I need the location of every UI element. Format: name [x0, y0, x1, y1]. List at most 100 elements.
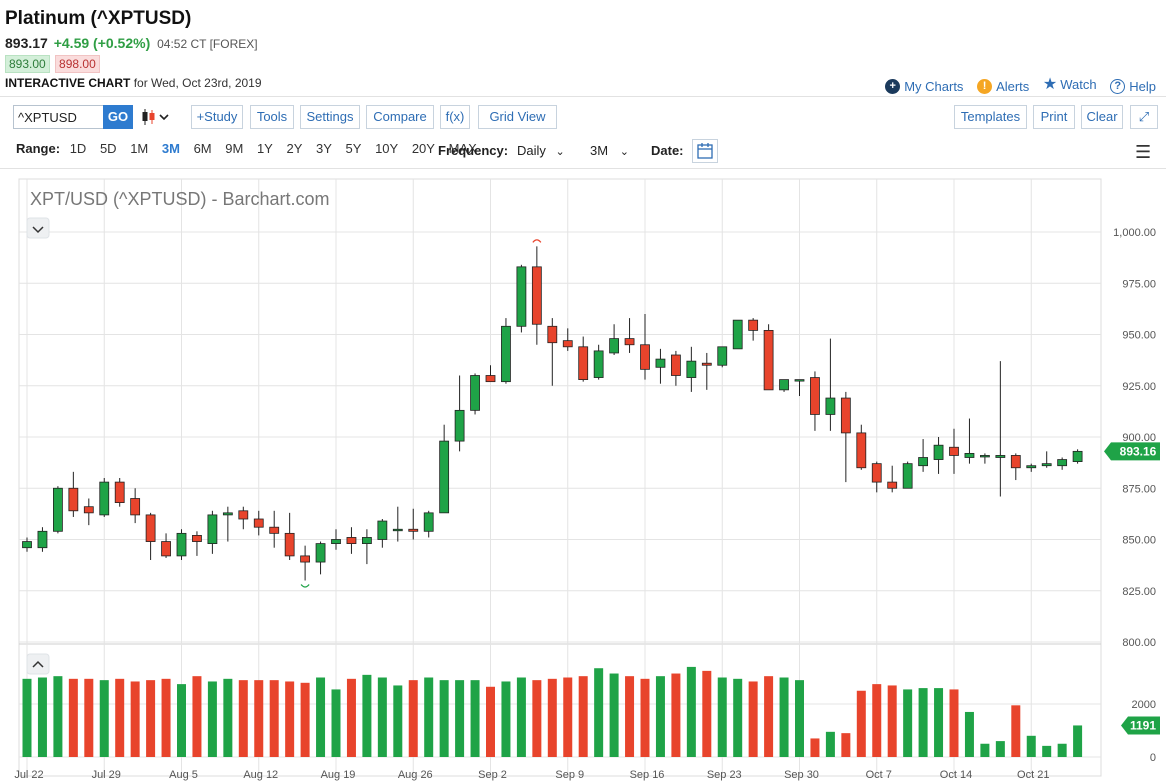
volume-bar[interactable]	[439, 680, 449, 757]
volume-bar[interactable]	[207, 681, 217, 757]
candle-body[interactable]	[454, 409, 465, 442]
candle-body[interactable]	[1010, 455, 1021, 469]
candle-body[interactable]	[53, 487, 63, 532]
candle-body[interactable]	[253, 518, 264, 528]
candle-body[interactable]	[748, 319, 759, 331]
volume-bar[interactable]	[346, 678, 356, 757]
volume-bar[interactable]	[1073, 725, 1083, 757]
candle-body[interactable]	[485, 375, 496, 383]
candle-body[interactable]	[346, 537, 357, 545]
volume-bar[interactable]	[640, 678, 650, 757]
volume-bar[interactable]	[377, 677, 387, 758]
volume-bar[interactable]	[825, 731, 835, 757]
help-link[interactable]: ? Help	[1110, 79, 1156, 94]
range-3y[interactable]: 3Y	[316, 141, 332, 156]
candle-body[interactable]	[269, 526, 280, 534]
candle-body[interactable]	[516, 266, 527, 327]
volume-bar[interactable]	[223, 678, 233, 757]
volume-bar[interactable]	[841, 733, 851, 757]
volume-bar[interactable]	[903, 689, 913, 757]
candle-body[interactable]	[408, 528, 419, 532]
candle-body[interactable]	[964, 452, 975, 458]
volume-bar[interactable]	[393, 685, 403, 757]
my-charts-link[interactable]: + My Charts	[885, 79, 963, 94]
candle-body[interactable]	[810, 377, 820, 415]
candle-body[interactable]	[624, 338, 635, 346]
volume-bar[interactable]	[84, 678, 94, 757]
candle-body[interactable]	[68, 487, 79, 512]
volume-bar[interactable]	[856, 690, 866, 757]
candle-body[interactable]	[593, 350, 604, 378]
candle-body[interactable]	[176, 532, 187, 557]
volume-bar[interactable]	[779, 677, 789, 758]
candle-body[interactable]	[145, 514, 156, 542]
volume-bar[interactable]	[934, 688, 944, 757]
candle-body[interactable]	[609, 338, 619, 354]
volume-bar[interactable]	[671, 673, 681, 757]
candle-body[interactable]	[377, 520, 388, 540]
compare-button[interactable]: Compare	[366, 105, 434, 129]
candle-body[interactable]	[531, 266, 542, 325]
candle-body[interactable]	[980, 455, 990, 458]
candle-body[interactable]	[902, 463, 913, 489]
range-3m[interactable]: 3M	[161, 141, 180, 156]
candle-body[interactable]	[871, 463, 882, 483]
candle-body[interactable]	[794, 379, 805, 382]
candle-body[interactable]	[578, 346, 589, 380]
candle-body[interactable]	[717, 346, 728, 366]
volume-bar[interactable]	[748, 681, 758, 757]
candle-body[interactable]	[779, 379, 789, 391]
candle-body[interactable]	[686, 360, 697, 378]
volume-bar[interactable]	[686, 666, 696, 757]
candle-body[interactable]	[1026, 465, 1037, 469]
candle-body[interactable]	[114, 481, 125, 504]
volume-bar[interactable]	[331, 689, 341, 757]
volume-bar[interactable]	[146, 680, 156, 757]
candle-body[interactable]	[130, 498, 141, 516]
volume-bar[interactable]	[285, 681, 295, 757]
range-1y[interactable]: 1Y	[256, 141, 273, 156]
volume-bar[interactable]	[424, 677, 434, 758]
chart-type-dropdown[interactable]	[140, 106, 172, 128]
volume-bar[interactable]	[1042, 745, 1052, 757]
candle-body[interactable]	[392, 528, 403, 532]
collapse-volume-button[interactable]	[26, 653, 50, 675]
clear-button[interactable]: Clear	[1081, 105, 1123, 129]
alerts-link[interactable]: ! Alerts	[977, 79, 1029, 94]
range-6m[interactable]: 6M	[193, 141, 212, 156]
volume-bar[interactable]	[115, 678, 125, 757]
volume-bar[interactable]	[563, 677, 573, 758]
volume-bar[interactable]	[37, 677, 47, 758]
candle-body[interactable]	[995, 455, 1006, 458]
volume-bar[interactable]	[99, 680, 109, 757]
candle-body[interactable]	[161, 541, 171, 557]
range-2y[interactable]: 2Y	[286, 141, 303, 156]
candle-body[interactable]	[361, 537, 372, 545]
range-20y[interactable]: 20Y	[411, 141, 435, 156]
candle-body[interactable]	[300, 555, 311, 563]
candle-body[interactable]	[933, 444, 944, 460]
volume-bar[interactable]	[625, 676, 635, 757]
frequency-select[interactable]: Daily ⌄	[517, 143, 565, 158]
volume-bar[interactable]	[501, 681, 511, 757]
volume-bar[interactable]	[594, 668, 604, 757]
candle-body[interactable]	[501, 325, 511, 383]
volume-bar[interactable]	[578, 676, 588, 757]
volume-bar[interactable]	[486, 686, 495, 757]
volume-bar[interactable]	[995, 741, 1005, 757]
volume-bar[interactable]	[53, 676, 63, 757]
period-select[interactable]: 3M ⌄	[590, 143, 629, 158]
candle-body[interactable]	[840, 397, 851, 434]
volume-bar[interactable]	[161, 678, 171, 757]
volume-bar[interactable]	[470, 680, 480, 757]
volume-bar[interactable]	[300, 682, 310, 757]
date-picker-button[interactable]	[692, 139, 718, 163]
volume-bar[interactable]	[192, 676, 202, 757]
volume-bar[interactable]	[872, 684, 882, 757]
volume-bar[interactable]	[717, 677, 727, 758]
volume-bar[interactable]	[408, 680, 418, 757]
volume-bar[interactable]	[238, 680, 248, 757]
candle-body[interactable]	[1041, 463, 1052, 467]
candle-body[interactable]	[37, 530, 48, 549]
